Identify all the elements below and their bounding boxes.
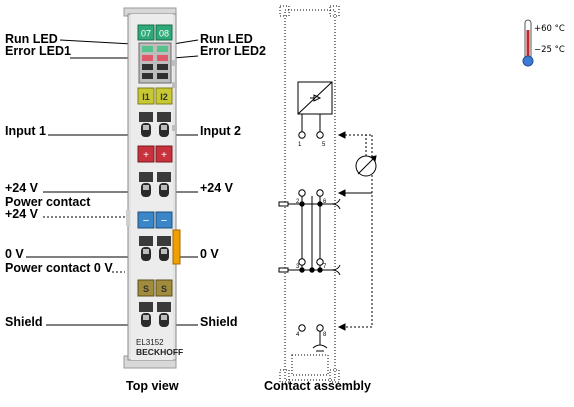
error-led-2 (157, 55, 168, 61)
label-power-contact: Power contact (5, 195, 91, 209)
contact-input-right[interactable] (157, 112, 171, 137)
label-0v-left: 0 V (5, 247, 24, 261)
contact-zero-v-right[interactable] (157, 236, 171, 261)
contact-assembly (278, 5, 377, 383)
led-blocks: 07 08 (137, 24, 173, 84)
contact-plus24v-right[interactable] (157, 172, 171, 197)
svg-text:3: 3 (296, 264, 300, 270)
thermometer-icon (522, 19, 534, 67)
error-led-1 (142, 55, 153, 61)
contact-input-left[interactable] (139, 112, 153, 137)
model-label: EL3152 (136, 338, 164, 347)
temp-max: +60 °C (534, 24, 565, 34)
label-power-contact-0v: Power contact 0 V (5, 261, 113, 275)
plus-blocks: + + (137, 145, 173, 163)
led-number-08: 08 (159, 29, 169, 39)
label-run-led-left: Run LED (5, 32, 58, 46)
label-0v-right: 0 V (200, 247, 219, 261)
power-contact-orange (172, 229, 181, 265)
channel-label-i1: I1 (142, 92, 150, 102)
svg-text:2: 2 (296, 199, 300, 205)
minus-blocks: − − (137, 211, 173, 229)
power-contact-bar-top (126, 210, 130, 226)
svg-text:5: 5 (322, 142, 326, 148)
label-plus24v-right: +24 V (200, 181, 234, 195)
contact-shield-right[interactable] (157, 302, 171, 327)
shield-blocks: S S (137, 279, 173, 297)
label-error-led2: Error LED2 (200, 44, 266, 58)
contact-shield-left[interactable] (139, 302, 153, 327)
caption-top-view: Top view (126, 379, 179, 393)
svg-text:4: 4 (296, 332, 300, 338)
svg-text:1: 1 (298, 142, 302, 148)
label-shield-right: Shield (200, 315, 238, 329)
shield-label-1: S (143, 284, 149, 294)
leader-lines-right (172, 39, 199, 326)
label-shield-left: Shield (5, 315, 43, 329)
label-input2: Input 2 (200, 124, 241, 138)
svg-text:6: 6 (323, 199, 327, 205)
minus-label-1: − (143, 215, 149, 227)
brand-label: BECKHOFF (136, 347, 183, 357)
shield-label-2: S (161, 284, 167, 294)
contact-zero-v-left[interactable] (139, 236, 153, 261)
run-led-2 (157, 46, 168, 52)
channel-label-i2: I2 (160, 92, 168, 102)
led-number-07: 07 (141, 29, 151, 39)
temp-min: −25 °C (534, 45, 565, 55)
run-led-1 (142, 46, 153, 52)
plus-label-2: + (161, 150, 167, 161)
leader-lines-left (26, 39, 134, 326)
caption-contact-assembly: Contact assembly (264, 379, 371, 393)
label-run-led-right: Run LED (200, 32, 253, 46)
minus-label-2: − (161, 215, 167, 227)
label-plus24v-left: +24 V (5, 181, 39, 195)
svg-text:8: 8 (323, 332, 327, 338)
channel-blocks: I1 I2 (137, 87, 173, 105)
assembly-pin-numbers: 1 5 2 6 3 7 4 8 (296, 142, 327, 338)
contact-plus24v-left[interactable] (139, 172, 153, 197)
plus-label-1: + (143, 150, 149, 161)
label-power-contact-plus24: +24 V (5, 207, 39, 221)
label-input1: Input 1 (5, 124, 46, 138)
svg-text:7: 7 (323, 264, 327, 270)
label-error-led1: Error LED1 (5, 44, 71, 58)
